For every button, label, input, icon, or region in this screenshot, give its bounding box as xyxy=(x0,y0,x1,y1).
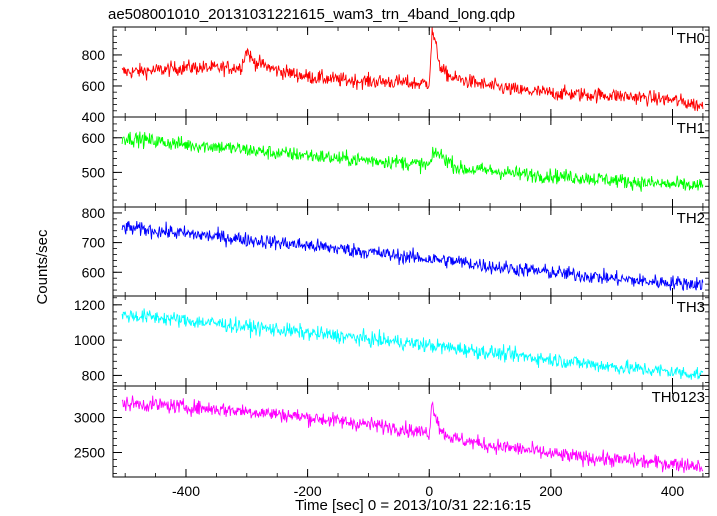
y-tick-label: 1200 xyxy=(74,297,105,313)
panel-frame xyxy=(112,206,710,297)
y-tick-label: 400 xyxy=(82,109,106,125)
y-tick-label: 500 xyxy=(82,164,106,180)
y-tick-label: 2500 xyxy=(74,445,105,461)
y-tick-label: 600 xyxy=(82,130,106,146)
panel-th0123: 2500 3000 TH0123 xyxy=(74,385,710,478)
panel-label-th1: TH1 xyxy=(677,120,705,137)
panel-label-th3: TH3 xyxy=(677,299,705,316)
y-tick-label: 3000 xyxy=(74,410,105,426)
panel-th1: 500 600 TH1 xyxy=(82,116,710,208)
series-line-th2 xyxy=(121,220,704,291)
panel-th2: 600 700 800 TH2 xyxy=(82,205,710,297)
panel-frame xyxy=(112,385,710,478)
y-tick-label: 600 xyxy=(82,264,106,280)
panel-th3: 800 1000 1200 TH3 xyxy=(74,295,710,387)
panel-label-th0123: TH0123 xyxy=(652,389,705,406)
series-line-th0123 xyxy=(121,395,704,473)
y-tick-label: 800 xyxy=(82,367,106,383)
series-line-th1 xyxy=(121,131,704,192)
y-tick-label: 800 xyxy=(82,47,106,63)
series-line-th0 xyxy=(121,27,704,112)
chart-panels: 400 600 800 TH0 500 600 TH1 600 700 800 TH2 800 1000… xyxy=(74,26,710,478)
panel-th0: 400 600 800 TH0 xyxy=(82,26,710,125)
y-tick-label: 1000 xyxy=(74,332,105,348)
y-tick-label: 600 xyxy=(82,78,106,94)
y-axis-label: Counts/sec xyxy=(34,229,51,305)
y-tick-label: 800 xyxy=(82,205,106,221)
x-tick-label: -400 xyxy=(172,483,200,499)
x-axis: -400 -200 0 200 400 xyxy=(172,483,684,499)
x-tick-label: 400 xyxy=(661,483,685,499)
x-tick-label: -200 xyxy=(294,483,322,499)
x-axis-label: Time [sec] 0 = 2013/10/31 22:16:15 xyxy=(295,497,531,514)
x-tick-label: 0 xyxy=(425,483,433,499)
panel-label-th0: TH0 xyxy=(677,30,705,47)
chart-title: ae508001010_20131031221615_wam3_trn_4ban… xyxy=(108,6,515,23)
panel-label-th2: TH2 xyxy=(677,210,705,227)
x-tick-label: 200 xyxy=(539,483,563,499)
series-line-th3 xyxy=(121,308,704,380)
y-tick-label: 700 xyxy=(82,235,106,251)
